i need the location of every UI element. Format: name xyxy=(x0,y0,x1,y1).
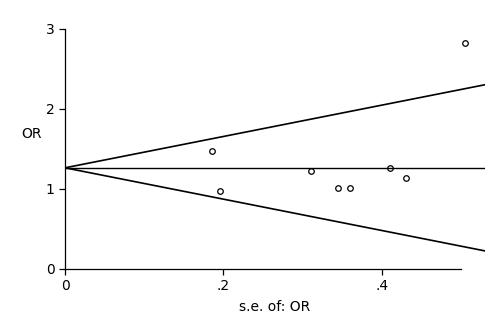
Y-axis label: OR: OR xyxy=(22,127,42,141)
X-axis label: s.e. of: OR: s.e. of: OR xyxy=(240,300,310,314)
